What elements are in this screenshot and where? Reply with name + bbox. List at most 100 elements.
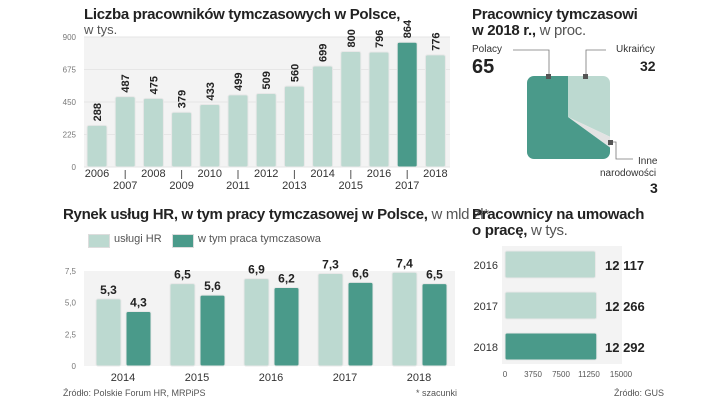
chart2-xtick-label: 2015 [185, 372, 209, 384]
chart1-title: Liczba pracowników tymczasowych w Polsce… [84, 6, 400, 23]
chart3-title2: w 2018 r., w proc. [472, 22, 586, 39]
chart4-subtitle: w tys. [531, 222, 568, 239]
chart4-ytick-label: 2017 [474, 301, 498, 313]
chart1-data-label: 699 [318, 44, 330, 62]
pie-leader-polacy [513, 49, 550, 77]
chart2-xtick-label: 2016 [259, 372, 283, 384]
chart2-bar [125, 311, 152, 367]
pie-slice [568, 117, 610, 159]
chart1-data-label: 475 [148, 76, 160, 94]
chart1-data-label: 776 [430, 33, 442, 51]
chart4-title2-text: o pracę, [472, 222, 528, 239]
chart4-xtick-label: 3750 [524, 370, 542, 379]
chart2-source: Źródło: Polskie Forum HR, MRPiPS [63, 388, 206, 398]
chart1-subtitle: w tys. [84, 22, 118, 37]
chart2-xtick-label: 2017 [333, 372, 357, 384]
chart1-bar [312, 65, 334, 168]
chart4-bar [504, 332, 598, 361]
chart2-bar [421, 283, 448, 367]
chart1-ytick-label: 900 [63, 33, 77, 42]
chart2-bar [273, 286, 300, 367]
chart2-ytick-label: 0 [72, 362, 77, 371]
chart1-xtick-label: 2011 [226, 180, 250, 192]
chart1-data-label: 499 [233, 73, 245, 91]
chart2-data-label: 6,9 [248, 263, 265, 277]
chart1-data-label: 288 [92, 103, 104, 121]
chart4-ytick-label: 2016 [474, 260, 498, 272]
chart1-data-label: 487 [120, 74, 132, 92]
chart4-xtick-label: 15000 [610, 370, 633, 379]
chart1-xtick-label: 2010 [198, 168, 222, 180]
chart2-bar [347, 281, 374, 367]
pie-label-polacy: Polacy [472, 44, 503, 55]
pie-value-polacy: 65 [472, 56, 495, 78]
chart2-data-label: 5,6 [204, 279, 221, 293]
chart1-bar [340, 50, 362, 168]
chart1-bar [86, 124, 108, 168]
legend-swatch-hr [88, 234, 110, 248]
chart4-bar [504, 291, 598, 320]
chart4-data-label: 12 117 [605, 258, 644, 273]
pie-group [527, 76, 610, 159]
chart1-bar [255, 92, 277, 168]
chart2-bar [199, 294, 226, 367]
chart2-data-label: 7,3 [322, 258, 339, 272]
chart2-title: Rynek usług HR, w tym pracy tymczasowej … [63, 206, 489, 223]
chart1-data-label: 864 [402, 19, 414, 38]
chart1-bar [142, 97, 164, 168]
chart4-bar [504, 250, 596, 279]
chart2-ytick-label: 7,5 [65, 267, 77, 276]
pie-value-inne: 3 [650, 180, 658, 196]
chart1-bar [114, 96, 136, 168]
chart2-bar [391, 271, 418, 367]
chart1-xtick-label: 2018 [423, 168, 447, 180]
chart1-xtick-label: 2012 [254, 168, 278, 180]
chart2-ytick-label: 2,5 [65, 330, 77, 339]
chart2-xtick-label: 2014 [111, 372, 135, 384]
legend-swatch-temp [172, 234, 194, 248]
chart1-bar [368, 51, 390, 168]
chart2-data-label: 6,2 [278, 271, 295, 285]
chart3-title: Pracownicy tymczasowi [472, 6, 638, 23]
chart2-title-text: Rynek usług HR, w tym pracy tymczasowej … [63, 206, 428, 223]
chart1-xtick-label: 2014 [310, 168, 334, 180]
chart2-xtick-label: 2018 [407, 372, 431, 384]
chart4-xtick-label: 11250 [578, 370, 600, 379]
chart1-data-label: 796 [374, 30, 386, 48]
chart1-data-label: 800 [346, 29, 358, 47]
chart2-data-label: 5,3 [100, 283, 117, 297]
chart4-title: Pracownicy na umowach [472, 206, 645, 223]
pie-leader-ukraincy [585, 49, 606, 77]
chart1-data-label: 379 [177, 90, 189, 108]
chart1-bar [199, 103, 221, 168]
chart1-xtick-label: 2009 [169, 180, 193, 192]
chart1-ytick-label: 0 [72, 163, 77, 172]
pie-value-ukraincy: 32 [640, 58, 656, 74]
chart4-data-label: 12 292 [605, 340, 645, 355]
chart4-ytick-label: 2018 [474, 342, 498, 354]
chart1-bar [171, 111, 193, 168]
chart4-xtick-label: 0 [503, 370, 508, 379]
chart2-ytick-label: 5,0 [65, 299, 77, 308]
chart2-data-label: 6,5 [426, 268, 443, 282]
chart1-title-text: Liczba pracowników tymczasowych w Polsce… [84, 6, 401, 23]
chart4-xtick-label: 7500 [552, 370, 570, 379]
chart1-xtick-label: 2013 [282, 180, 306, 192]
chart2-bar [317, 273, 344, 367]
chart2-data-label: 4,3 [130, 296, 147, 310]
pie-label-inne-2: narodowości [600, 168, 657, 179]
chart2-bar [243, 278, 270, 367]
chart2-note: * szacunki [416, 388, 458, 398]
chart1-xtick-label: 2007 [113, 180, 137, 192]
chart1-bar [227, 94, 249, 168]
pie-label-ukraincy: Ukraińcy [616, 44, 655, 55]
chart1-xtick-label: 2017 [395, 180, 419, 192]
chart2-bar [95, 298, 122, 367]
chart2-subtitle: w mld zł* [431, 206, 489, 223]
chart1-ytick-label: 225 [63, 131, 77, 140]
chart4-source: Źródło: GUS [614, 388, 665, 398]
pie-marker-polacy [546, 74, 551, 79]
chart1-ytick-label: 675 [63, 66, 77, 75]
pie-marker-ukraincy [583, 74, 588, 79]
